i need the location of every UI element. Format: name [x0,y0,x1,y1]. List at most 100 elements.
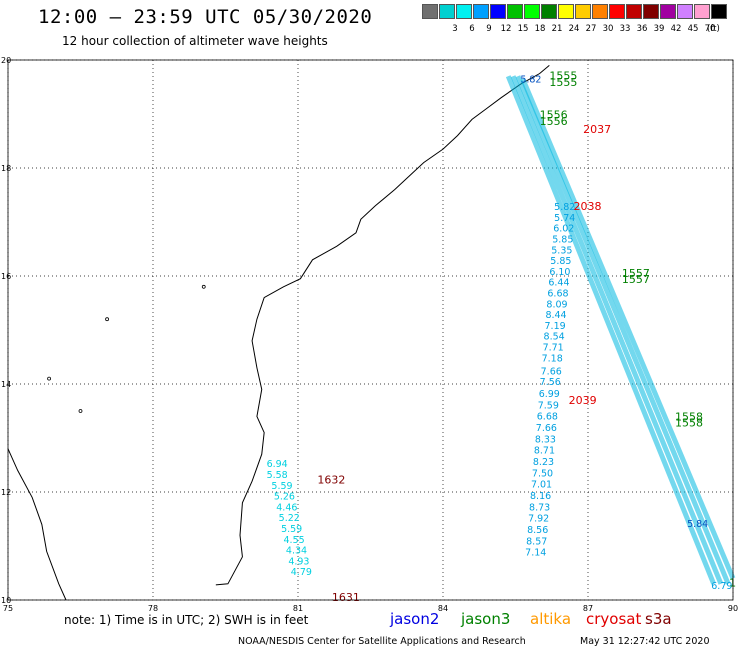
swh-value: 8.71 [534,446,555,457]
lat-tick-label: 14 [1,380,11,389]
swh-value: 4.34 [286,546,307,557]
swh-value: 7.50 [532,468,553,479]
swh-value: 5.82 [554,202,575,213]
swh-value: 6.68 [547,289,568,300]
scale-swatch [575,4,591,19]
scale-unit: (ft) [707,24,720,34]
west-coast [7,448,67,601]
track-time-label: 2038 [574,200,602,213]
scale-swatch [677,4,693,19]
swh-value: 8.73 [529,502,550,513]
island [78,409,83,413]
island [47,376,51,381]
swh-value: 8.23 [533,457,554,468]
lon-tick-label: 81 [293,604,303,613]
east-coast [215,65,550,586]
map-frame [7,59,734,601]
island [105,317,109,322]
scale-swatch [507,4,523,19]
scale-swatch [643,4,659,19]
swh-value: 5.58 [267,470,288,481]
scale-swatch [422,4,438,19]
generated-timestamp: May 31 12:27:42 UTC 2020 [580,636,710,647]
swh-value: 5.85 [552,235,573,246]
swh-value: 5.59 [281,524,302,535]
scale-label: 21 [551,24,563,34]
axis-tick-labels: 75 78 81 84 87 90 20 18 16 14 12 10 [1,56,738,613]
swh-value: 7.14 [525,548,546,559]
track-time-label: 1556 [540,108,568,121]
scale-label: 70 [704,24,716,34]
swh-value: 7.19 [545,321,566,332]
swh-value: 8.56 [527,525,548,536]
scale-swatch [524,4,540,19]
swh-value: 6.02 [553,224,574,235]
swh-value: 5.74 [554,213,575,224]
track-time-label: 1556 [540,115,568,128]
lat-tick-label: 18 [1,164,11,173]
coastline [7,65,550,601]
swh-value: 7.59 [538,400,559,411]
swh-value: 4.79 [291,567,312,578]
satellite-track [520,77,736,580]
scale-label: 45 [687,24,699,34]
scale-label: 30 [602,24,614,34]
swh-value: 5.26 [274,492,295,503]
track-time-label: 1631 [332,591,360,604]
track-time-label: 1557 [622,273,650,286]
lat-tick-label: 16 [1,272,11,281]
lon-tick-label: 75 [3,604,13,613]
track-time-label: 1557 [622,267,650,280]
scale-label: 39 [653,24,665,34]
legend-item-jason2: jason2 [390,610,440,628]
legend-item-jason3: jason3 [461,610,511,628]
track-time-label: 1555 [549,76,577,89]
swh-value: 7.71 [543,343,564,354]
scale-swatch [660,4,676,19]
track-time-label: 1558 [675,411,703,424]
swh-value: 8.57 [526,536,547,547]
satellite-track [510,75,724,585]
swh-value: 7.66 [541,366,562,377]
swh-value: 5.84 [687,519,708,530]
scale-label: 18 [534,24,546,34]
scale-label: 9 [486,24,492,34]
swh-value: 8.16 [530,491,551,502]
scale-swatch [456,4,472,19]
swh-value: 8.54 [544,332,565,343]
scale-label: 12 [500,24,512,34]
island [201,284,206,289]
swh-value: 7.56 [540,377,561,388]
satellite-track [515,75,731,585]
scale-swatch [694,4,710,19]
swh-value: 6.44 [548,278,569,289]
lon-tick-label: 90 [728,604,738,613]
satellite-track [505,75,716,585]
scale-swatch [609,4,625,19]
lat-tick-label: 20 [1,56,11,65]
track-time-label: 2037 [583,123,611,136]
track-time-label: 1632 [317,473,345,486]
swh-value: 4.93 [288,556,309,567]
swh-value: 6.79 [711,581,732,592]
lat-tick-label: 12 [1,488,11,497]
map-title: 12:00 — 23:59 UTC 05/30/2020 [38,6,373,28]
swh-value: 6.99 [539,389,560,400]
swh-value: 5.85 [550,256,571,267]
swh-value-labels: 6.945.585.595.264.465.225.594.554.344.93… [267,75,733,593]
lat-tick-label: 10 [1,596,11,605]
satellite-tracks [505,75,736,585]
lon-tick-label: 78 [148,604,158,613]
swh-value: 6.68 [537,412,558,423]
swh-value: 8.09 [546,299,567,310]
map-subtitle: 12 hour collection of altimeter wave hei… [62,34,328,48]
scale-label: 33 [619,24,631,34]
legend-note: note: 1) Time is in UTC; 2) SWH is in fe… [64,613,309,627]
scale-swatch [490,4,506,19]
swh-value: 6.10 [549,267,570,278]
track-time-label: 1558 [675,417,703,430]
scale-label: 3 [452,24,458,34]
swh-value: 5.59 [271,481,292,492]
